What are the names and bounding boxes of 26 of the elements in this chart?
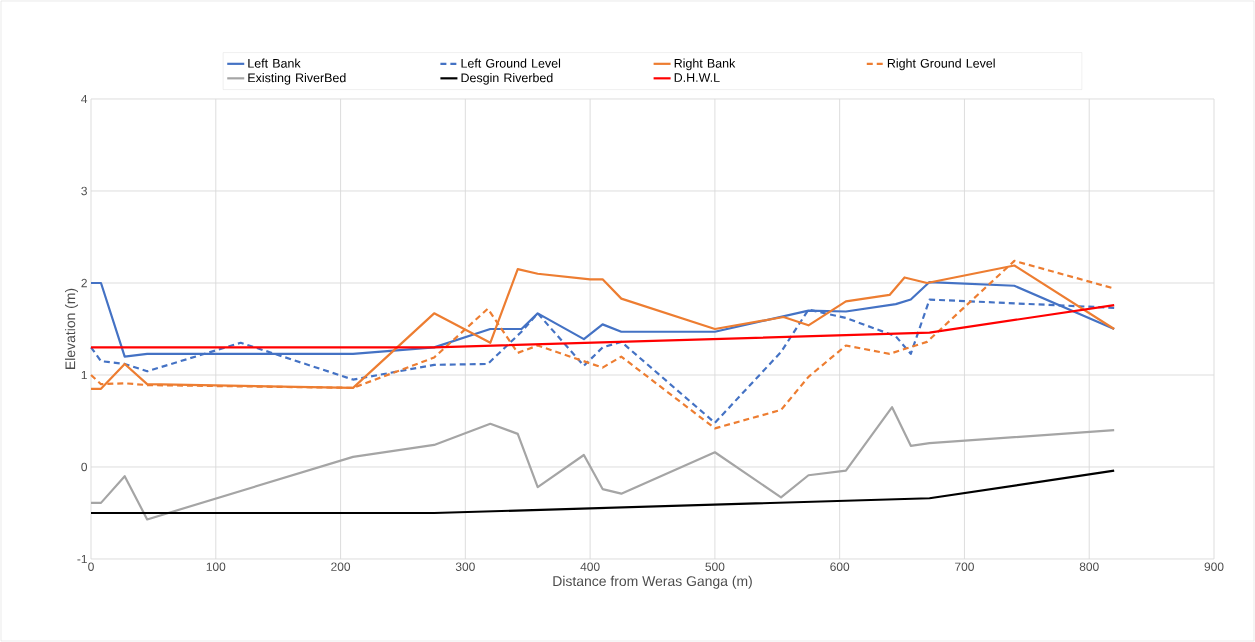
x-tick-label: 600 bbox=[830, 562, 850, 571]
legend-label: Left Ground Level bbox=[461, 58, 561, 68]
x-tick-label: 100 bbox=[206, 562, 226, 571]
y-tick-label: 3 bbox=[81, 186, 87, 196]
legend-label: Right Bank bbox=[674, 58, 736, 71]
x-tick-label: 500 bbox=[705, 562, 725, 571]
legend-label: Existing RiverBed bbox=[248, 73, 346, 85]
x-tick-label: 400 bbox=[580, 562, 600, 571]
legend-label: D.H.W.L bbox=[674, 73, 720, 82]
y-tick-label: 1 bbox=[81, 370, 87, 380]
y-tick-label: -1 bbox=[77, 554, 87, 564]
x-tick-label: 700 bbox=[955, 562, 974, 571]
x-tick-label: 900 bbox=[1204, 562, 1224, 571]
y-tick-label: 2 bbox=[81, 278, 87, 288]
y-tick-label: 0 bbox=[81, 462, 88, 472]
legend-label: Left Bank bbox=[248, 58, 301, 68]
x-tick-label: 800 bbox=[1079, 562, 1099, 571]
x-tick-label: 200 bbox=[331, 562, 351, 571]
legend-label: Desgin Riverbed bbox=[461, 73, 553, 85]
x-tick-label: 0 bbox=[88, 562, 94, 571]
x-tick-label: 300 bbox=[455, 562, 475, 571]
y-axis-title: Elevation (m) bbox=[64, 288, 78, 369]
x-axis-title: Distance from Weras Ganga (m) bbox=[553, 575, 752, 589]
y-tick-label: 4 bbox=[81, 94, 88, 104]
legend-label: Right Ground Level bbox=[887, 58, 995, 71]
line-series bbox=[89, 406, 1116, 521]
